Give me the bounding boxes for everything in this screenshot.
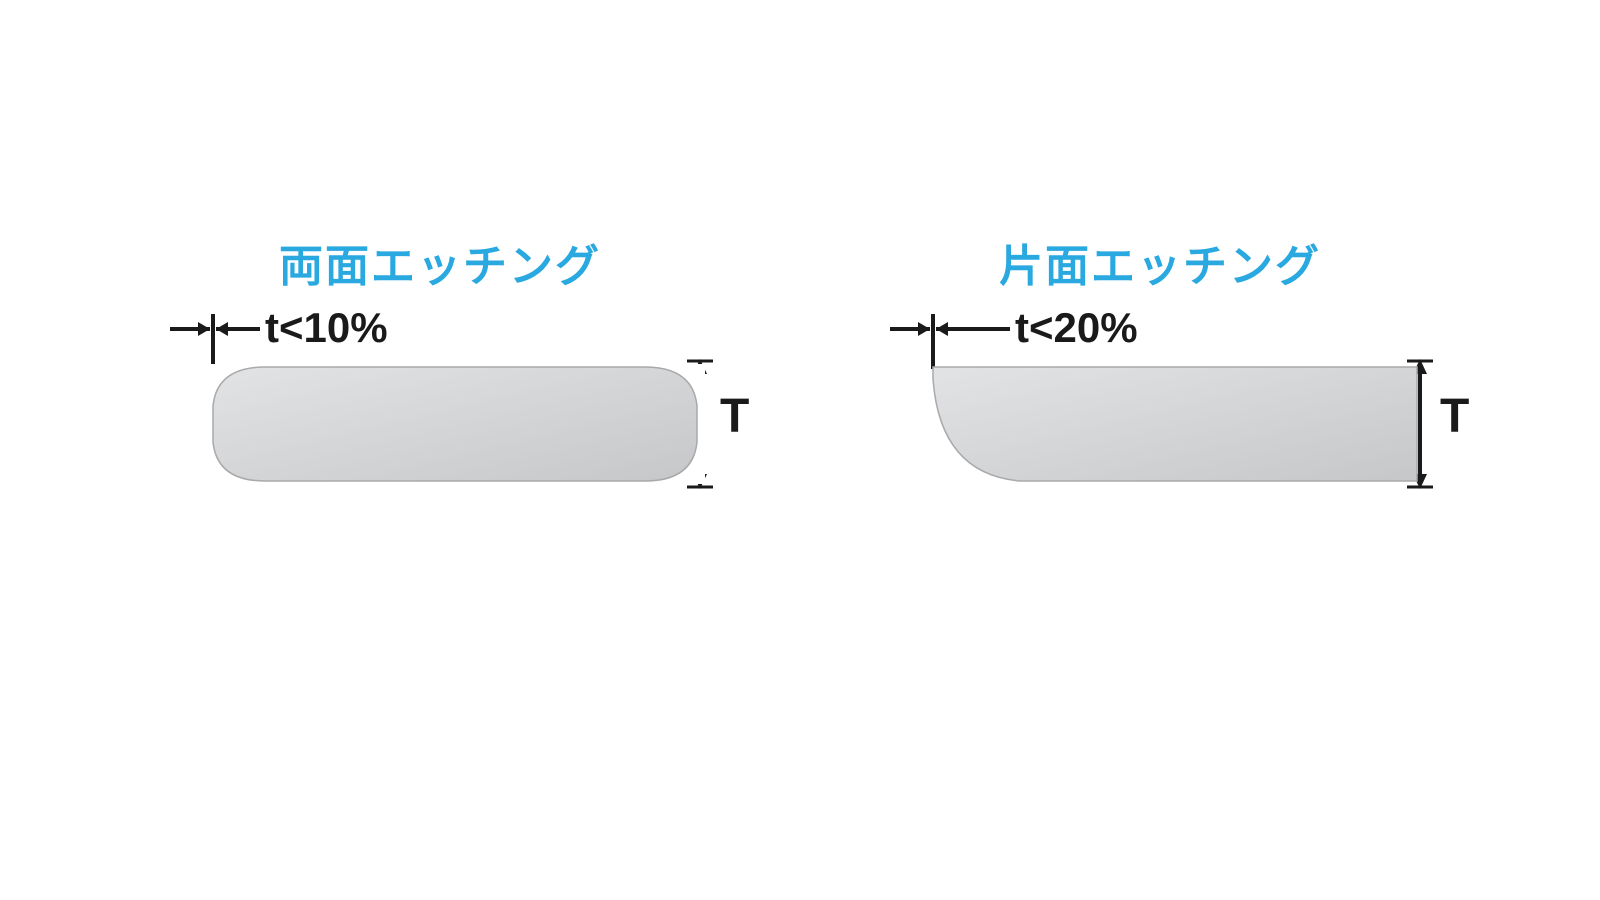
diagram-double-sided: 両面エッチング t<10% [130, 230, 750, 530]
t-label-right: t<20% [1015, 304, 1138, 352]
shape-area-right: t<20% T [850, 309, 1470, 549]
t-label-left: t<10% [265, 304, 388, 352]
T-label-left: T [720, 389, 749, 444]
T-label-right: T [1440, 389, 1469, 444]
shape-area-left: t<10% [130, 309, 750, 549]
diagram-container: 両面エッチング t<10% [0, 0, 1600, 530]
title-double-sided: 両面エッチング [130, 230, 750, 294]
shape-double-etch [205, 364, 705, 484]
diagram-single-sided: 片面エッチング t<20% [850, 230, 1470, 530]
shape-single-etch [925, 364, 1425, 484]
title-single-sided: 片面エッチング [850, 230, 1470, 294]
